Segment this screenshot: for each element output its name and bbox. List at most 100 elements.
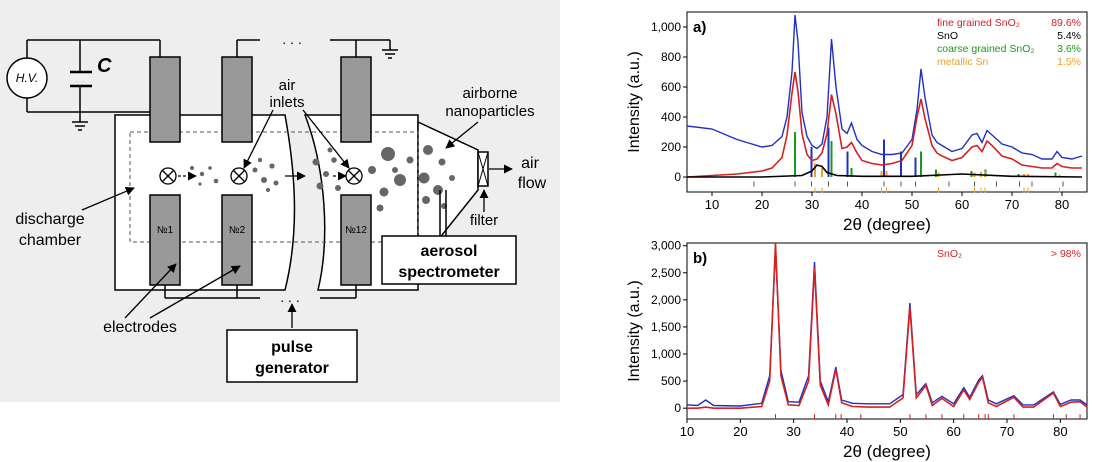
y-tick-label: 600 bbox=[661, 80, 681, 94]
electrode-top-1 bbox=[149, 56, 181, 143]
chamber-arrow bbox=[81, 187, 135, 211]
y-tick-label: 2,000 bbox=[651, 293, 681, 307]
capacitor-label: C bbox=[97, 55, 112, 77]
y-tick-label: 500 bbox=[661, 374, 681, 388]
electrode-2-label: №2 bbox=[229, 225, 246, 236]
electrodes-arrow-1 bbox=[124, 263, 177, 319]
x-tick-label: 10 bbox=[680, 424, 694, 439]
x-tick-label: 20 bbox=[755, 197, 769, 212]
legend-value: 5.4% bbox=[1057, 30, 1081, 42]
x-axis-label: 2θ (degree) bbox=[843, 442, 931, 461]
series-line-1 bbox=[686, 71, 1082, 178]
top-ellipsis: . . . bbox=[282, 31, 301, 47]
x-tick-label: 80 bbox=[1053, 424, 1067, 439]
aerosol-label-line1: aerosol bbox=[421, 243, 478, 260]
chamber-label-line2: chamber bbox=[19, 232, 82, 249]
discharge-setup-diagram: H.V. C . . . №1 №2 №12 . bbox=[0, 0, 560, 402]
legend-value: 89.6% bbox=[1051, 17, 1081, 29]
inlet-cross-icon bbox=[345, 167, 363, 185]
bottom-wiring bbox=[164, 285, 357, 299]
x-tick-label: 40 bbox=[840, 424, 854, 439]
xrd-chart-a: 0 200 400 600 800 1,000 10 20 30 40 50 60 70 80 2θ (de… bbox=[626, 11, 1088, 234]
electrode-1-label: №1 bbox=[157, 225, 174, 236]
y-tick-label: 0 bbox=[674, 401, 681, 415]
y-axis-label: Intensity (a.u.) bbox=[626, 280, 643, 381]
inlet-cross-icon bbox=[230, 167, 248, 185]
x-axis-label: 2θ (degree) bbox=[843, 215, 931, 234]
x-tick-label: 30 bbox=[786, 424, 800, 439]
x-tick-label: 70 bbox=[1005, 197, 1019, 212]
electrode-bottom-1 bbox=[149, 194, 181, 286]
airborne-label-line1: airborne bbox=[462, 85, 517, 102]
xrd-chart-b: 0 500 1,000 1,500 2,000 2,500 3,000 10 20 30 40 50 6… bbox=[626, 239, 1088, 461]
x-tick-label: 60 bbox=[955, 197, 969, 212]
electrode-12-label: №12 bbox=[345, 225, 367, 236]
air-inlet-arrow-1 bbox=[243, 109, 274, 169]
electrode-top-2 bbox=[221, 56, 253, 143]
legend-label: metallic Sn bbox=[937, 56, 989, 68]
y-tick-label: 3,000 bbox=[651, 239, 681, 253]
y-tick-label: 2,500 bbox=[651, 266, 681, 280]
pulse-label-line2: generator bbox=[255, 360, 329, 377]
y-tick-label: 800 bbox=[661, 50, 681, 64]
electrode-bottom-2 bbox=[221, 194, 253, 286]
plot-area bbox=[686, 11, 1088, 193]
chamber-label-line1: discharge bbox=[15, 211, 84, 228]
dashed-region bbox=[129, 131, 419, 243]
pulse-generator-box bbox=[226, 329, 358, 383]
panel-label: a) bbox=[693, 19, 706, 36]
aerosol-spectrometer-box bbox=[381, 235, 517, 285]
y-tick-label: 1,000 bbox=[651, 20, 681, 34]
bottom-ellipsis: . . . bbox=[280, 289, 299, 305]
electrodes bbox=[149, 56, 372, 286]
x-tick-label: 50 bbox=[893, 424, 907, 439]
pulse-label-line1: pulse bbox=[271, 339, 313, 356]
y-axis-label: Intensity (a.u.) bbox=[626, 51, 643, 152]
y-tick-label: 1,500 bbox=[651, 320, 681, 334]
hv-circuit bbox=[26, 39, 398, 131]
x-tick-label: 20 bbox=[733, 424, 747, 439]
air-inlet-arrow-2 bbox=[302, 109, 350, 169]
hv-label: H.V. bbox=[16, 71, 38, 85]
legend-label: SnO bbox=[937, 30, 958, 42]
electrode-top-12 bbox=[340, 56, 372, 143]
x-tick-label: 30 bbox=[805, 197, 819, 212]
series-line-1 bbox=[687, 242, 1088, 410]
airborne-arrow bbox=[445, 121, 479, 149]
electrode-bottom-12 bbox=[340, 194, 372, 286]
inlet-cross-icon bbox=[159, 167, 177, 185]
y-tick-label: 400 bbox=[661, 110, 681, 124]
x-tick-label: 10 bbox=[705, 197, 719, 212]
spectrometer-line bbox=[439, 190, 447, 236]
electrodes-label: electrodes bbox=[103, 319, 177, 336]
air-inlets-label-line1: air bbox=[279, 77, 296, 94]
airborne-label-line2: nanoparticles bbox=[445, 103, 534, 120]
electrodes-arrow-2 bbox=[149, 265, 241, 319]
plot-area bbox=[686, 242, 1088, 420]
hv-source-icon bbox=[6, 57, 48, 99]
air-inlet-markers bbox=[159, 167, 363, 185]
air-flow-label-line2: flow bbox=[518, 175, 547, 192]
air-flow-label-line1: air bbox=[521, 155, 539, 172]
series-line-0 bbox=[686, 14, 1083, 160]
legend-value: > 98% bbox=[1051, 248, 1081, 260]
panel-label: b) bbox=[693, 250, 707, 267]
legend-label: SnO₂ bbox=[937, 248, 962, 260]
legend-label: fine grained SnO₂ bbox=[937, 17, 1020, 29]
legend-label: coarse grained SnO₂ bbox=[937, 43, 1034, 55]
filter-label: filter bbox=[470, 212, 498, 229]
y-tick-label: 200 bbox=[661, 140, 681, 154]
x-tick-label: 50 bbox=[905, 197, 919, 212]
air-inlets-label-line2: inlets bbox=[269, 94, 304, 111]
y-tick-label: 0 bbox=[674, 170, 681, 184]
x-tick-label: 70 bbox=[1000, 424, 1014, 439]
y-tick-label: 1,000 bbox=[651, 347, 681, 361]
series-line-2 bbox=[687, 164, 1083, 178]
aerosol-label-line2: spectrometer bbox=[398, 264, 499, 281]
x-tick-label: 80 bbox=[1055, 197, 1069, 212]
x-tick-label: 60 bbox=[946, 424, 960, 439]
legend-value: 1.5% bbox=[1057, 56, 1081, 68]
x-tick-label: 40 bbox=[855, 197, 869, 212]
legend-value: 3.6% bbox=[1057, 43, 1081, 55]
